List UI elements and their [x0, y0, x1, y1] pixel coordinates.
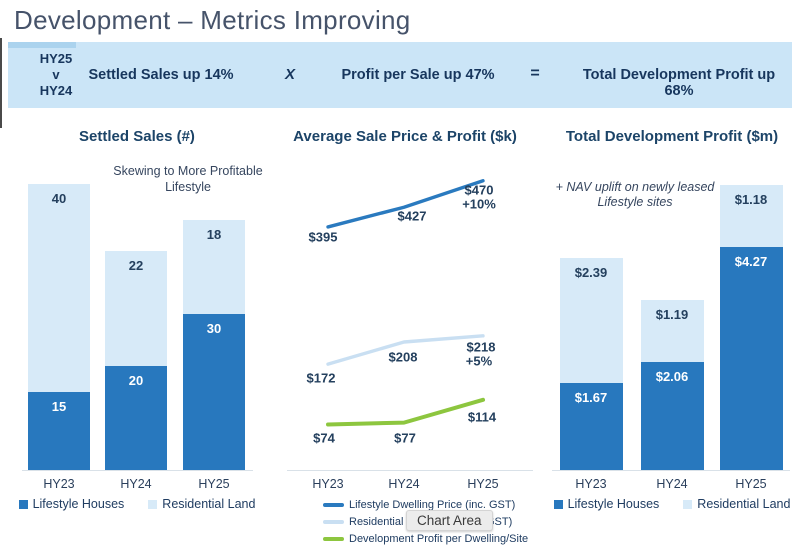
legend-label: Lifestyle Dwelling Price (inc. GST) — [349, 499, 516, 511]
legend-label: Residential Land — [697, 497, 791, 511]
x-axis-line — [22, 470, 253, 471]
total-dev-profit-bar-hy24-residential-land[interactable]: $1.19 — [640, 300, 704, 363]
settled-sales-chart-area[interactable]: Settled Sales (#) Skewing to More Profit… — [8, 120, 270, 550]
residential-land-price-line[interactable] — [326, 334, 485, 366]
banner-stat-total-profit: Total Development Profit up 68% — [582, 67, 776, 99]
settled-sales-bar-hy24-lifestyle-houses[interactable]: 20 — [105, 365, 167, 470]
banner-corner-accent — [8, 42, 76, 48]
settled-sales-bar-hy23-lifestyle-houses[interactable]: 15 — [28, 391, 90, 470]
legend-swatch-dark-blue-icon — [553, 499, 563, 509]
period-line-2: v — [52, 67, 60, 82]
category-label-hy24: HY24 — [120, 477, 152, 491]
bar-value-label: $1.67 — [574, 389, 608, 405]
legend-swatch-light-blue-icon — [683, 499, 693, 509]
settled-sales-bar-hy25-residential-land[interactable]: 18 — [183, 220, 245, 314]
legend-item-lifestyle-houses: Lifestyle Houses — [553, 497, 660, 511]
bar-value-label: $2.06 — [655, 369, 689, 385]
legend-item-lifestyle-houses: Lifestyle Houses — [18, 497, 125, 511]
banner-multiply-symbol: X — [284, 66, 295, 83]
screen-edge-artifact — [0, 38, 2, 128]
banner-equals-symbol: = — [530, 65, 540, 82]
x-axis-line — [287, 470, 533, 471]
banner-stat-settled-sales: Settled Sales up 14% — [88, 67, 234, 83]
development-profit-value-label: $74 — [313, 430, 335, 446]
total-development-profit-chart-area[interactable]: Total Development Profit ($m) + NAV upli… — [548, 120, 796, 550]
bar-value-label: 15 — [51, 398, 67, 414]
legend: Lifestyle Houses Residential Land — [17, 497, 257, 511]
chart-area-tooltip: Chart Area — [406, 510, 493, 531]
bar-value-label: 20 — [128, 372, 144, 388]
chart-title: Average Sale Price & Profit ($k) — [293, 128, 517, 145]
legend-item-dwelling-price: Lifestyle Dwelling Price (inc. GST) — [323, 499, 515, 511]
chart-annotation: + NAV uplift on newly leased Lifestyle s… — [555, 180, 715, 209]
lifestyle-dwelling-price-line[interactable] — [326, 179, 485, 229]
bar-value-label: $4.27 — [734, 253, 768, 269]
chart-title: Total Development Profit ($m) — [565, 128, 779, 145]
category-label-hy25: HY25 — [735, 477, 767, 491]
legend-label: Development Profit per Dwelling/Site — [349, 533, 529, 545]
legend-item-residential-land: Residential Land — [148, 497, 255, 511]
settled-sales-bar-hy24-residential-land[interactable]: 22 — [105, 251, 167, 366]
total-dev-profit-bar-hy24-lifestyle-houses[interactable]: $2.06 — [640, 362, 704, 470]
bar-value-label: 22 — [128, 258, 144, 274]
bar-value-label: $1.18 — [734, 192, 768, 208]
category-label-hy24: HY24 — [656, 477, 688, 491]
category-label-hy23: HY23 — [43, 477, 75, 491]
total-dev-profit-bar-hy25-residential-land[interactable]: $1.18 — [719, 185, 783, 247]
legend-label: Lifestyle Houses — [32, 497, 125, 511]
category-label-hy25: HY25 — [198, 477, 230, 491]
legend-label: Residential Land — [162, 497, 256, 511]
lifestyle-dwelling-price-value-label: $427 — [397, 208, 427, 224]
banner-stat-profit-per-sale: Profit per Sale up 47% — [341, 67, 495, 83]
lifestyle-dwelling-price-value-label: $395 — [308, 229, 338, 245]
legend: Lifestyle Houses Residential Land — [552, 497, 792, 511]
chart-title: Settled Sales (#) — [79, 128, 195, 145]
development-profit-value-label: $114 — [467, 409, 497, 425]
bar-value-label: 30 — [206, 320, 222, 336]
residential-land-price-value-label: $172 — [306, 370, 336, 386]
total-dev-profit-bar-hy25-lifestyle-houses[interactable]: $4.27 — [719, 246, 783, 470]
legend-line-light-blue-icon — [323, 520, 344, 524]
legend-item-residential-land: Residential Land — [683, 497, 790, 511]
category-label-hy24: HY24 — [388, 477, 420, 491]
price-profit-lines[interactable] — [278, 120, 540, 550]
slide-title: Development – Metrics Improving — [14, 5, 411, 35]
legend-line-green-icon — [323, 537, 344, 541]
residential-land-price-value-label: $218 — [466, 339, 496, 355]
x-axis-line — [552, 470, 790, 471]
bar-value-label: 18 — [206, 227, 222, 243]
hy25-vs-hy24-banner: HY25 v HY24 Settled Sales up 14% X Profi… — [8, 42, 792, 108]
lifestyle-dwelling-price-value-label: $470 — [464, 182, 494, 198]
bar-value-label: 40 — [51, 190, 67, 206]
settled-sales-bar-hy23-residential-land[interactable]: 40 — [28, 183, 90, 392]
bar-value-label: $1.19 — [655, 307, 689, 323]
legend-item-development-profit: Development Profit per Dwelling/Site — [323, 533, 528, 545]
legend-line-blue-icon — [323, 503, 344, 507]
residential-land-price-value-label: $208 — [388, 349, 418, 365]
residential-land-price-delta-label: +5% — [465, 353, 493, 369]
category-label-hy23: HY23 — [575, 477, 607, 491]
banner-period-label: HY25 v HY24 — [20, 51, 92, 99]
period-line-3: HY24 — [39, 83, 73, 98]
legend-swatch-light-blue-icon — [148, 499, 158, 509]
development-profit-value-label: $77 — [394, 430, 416, 446]
lifestyle-dwelling-price-delta-label: +10% — [462, 196, 496, 212]
category-label-hy25: HY25 — [467, 477, 499, 491]
legend-label: Lifestyle Houses — [567, 497, 660, 511]
settled-sales-bar-hy25-lifestyle-houses[interactable]: 30 — [183, 313, 245, 470]
legend-swatch-dark-blue-icon — [18, 499, 28, 509]
chart-annotation: Skewing to More Profitable Lifestyle — [113, 164, 263, 194]
category-label-hy23: HY23 — [312, 477, 344, 491]
development-profit-line[interactable] — [326, 397, 485, 427]
bar-value-label: $2.39 — [574, 264, 608, 280]
total-dev-profit-bar-hy23-residential-land[interactable]: $2.39 — [559, 257, 623, 383]
period-line-1: HY25 — [39, 51, 73, 66]
average-sale-price-chart-area[interactable]: Average Sale Price & Profit ($k) Lifesty… — [278, 120, 540, 550]
total-dev-profit-bar-hy23-lifestyle-houses[interactable]: $1.67 — [559, 382, 623, 470]
